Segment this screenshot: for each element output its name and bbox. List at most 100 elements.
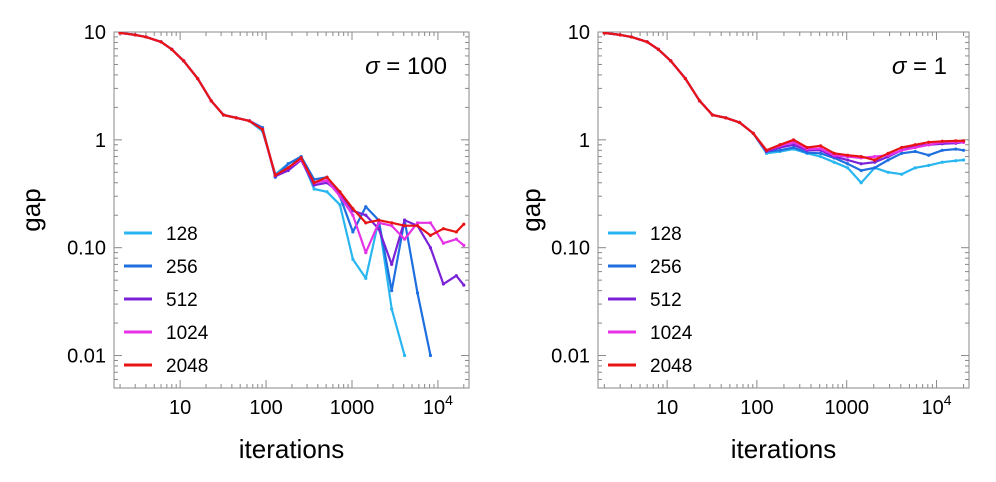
data-point-256 (791, 145, 796, 150)
y-tick-label: 10 (568, 22, 590, 44)
x-tick-label: 100 (249, 397, 282, 419)
data-point-1024 (819, 146, 823, 151)
data-point-2048 (846, 153, 850, 157)
data-point-2048 (234, 116, 238, 120)
x-tick-label: 10 (169, 397, 191, 419)
series-line-2048 (119, 32, 465, 237)
data-point-1024 (441, 241, 446, 245)
y-axis-title: gap (516, 188, 546, 231)
y-tick-label: 0.01 (67, 346, 106, 368)
legend-label-512: 512 (166, 290, 198, 311)
data-point-512 (454, 274, 458, 278)
x-tick-label: 1000 (824, 397, 869, 419)
data-point-2048 (403, 224, 407, 228)
data-point-2048 (629, 35, 633, 39)
data-point-128 (859, 181, 863, 185)
data-point-2048 (118, 32, 122, 35)
data-point-2048 (900, 145, 904, 150)
data-point-2048 (697, 99, 702, 103)
data-point-128 (954, 159, 958, 163)
data-point-2048 (886, 151, 890, 155)
data-point-2048 (764, 148, 769, 152)
legend-label-1024: 1024 (650, 323, 693, 344)
data-point-2048 (462, 222, 466, 226)
data-point-128 (403, 353, 407, 358)
data-point-256 (886, 158, 890, 162)
data-point-2048 (144, 35, 148, 39)
data-point-1024 (873, 154, 877, 159)
data-point-2048 (441, 227, 446, 231)
data-point-1024 (900, 148, 904, 152)
data-point-2048 (221, 113, 226, 117)
data-point-2048 (602, 32, 606, 35)
data-point-2048 (737, 120, 742, 125)
data-point-128 (351, 257, 355, 261)
data-point-2048 (940, 139, 944, 143)
data-point-256 (927, 153, 931, 157)
data-point-2048 (209, 99, 213, 103)
data-point-128 (961, 158, 966, 162)
x-tick-label: 104 (423, 392, 453, 419)
data-point-1024 (351, 213, 355, 217)
data-point-1024 (454, 237, 458, 241)
data-point-512 (859, 162, 863, 166)
x-tick-label: 104 (921, 392, 951, 419)
data-point-2048 (325, 175, 329, 179)
data-point-512 (403, 218, 407, 222)
x-tick-label: 1000 (330, 397, 375, 419)
data-point-1024 (415, 221, 420, 225)
data-point-256 (819, 151, 823, 155)
series-line-1024 (604, 32, 964, 159)
y-tick-label: 1 (95, 130, 106, 152)
data-point-256 (364, 205, 368, 209)
data-point-2048 (751, 131, 755, 135)
data-point-2048 (351, 207, 355, 211)
data-point-128 (325, 190, 329, 194)
data-point-2048 (710, 113, 715, 117)
data-point-2048 (778, 143, 782, 147)
data-point-2048 (273, 173, 277, 177)
data-point-128 (886, 170, 890, 174)
data-point-1024 (462, 243, 466, 248)
data-point-2048 (927, 140, 931, 144)
data-point-2048 (182, 59, 186, 63)
data-point-128 (819, 154, 823, 159)
series-group (602, 32, 966, 185)
data-point-256 (900, 151, 904, 155)
data-point-2048 (338, 190, 342, 194)
data-point-2048 (873, 158, 877, 162)
data-point-1024 (390, 224, 394, 228)
data-point-512 (462, 283, 466, 287)
sigma-annotation: σ = 1 (892, 53, 947, 80)
data-point-256 (778, 148, 782, 152)
data-point-1024 (364, 251, 368, 255)
data-point-1024 (428, 221, 433, 225)
series-group (118, 32, 466, 358)
data-point-1024 (403, 237, 407, 241)
data-point-2048 (196, 76, 200, 81)
data-point-256 (415, 291, 420, 295)
data-point-2048 (954, 139, 958, 143)
x-tick-label: 100 (740, 397, 773, 419)
data-point-512 (441, 282, 446, 286)
y-tick-label: 10 (84, 22, 106, 44)
legend-label-256: 256 (166, 257, 198, 278)
data-point-2048 (286, 166, 290, 170)
data-point-128 (832, 160, 836, 164)
data-point-256 (428, 353, 433, 358)
data-point-2048 (618, 33, 622, 37)
data-point-256 (940, 148, 944, 152)
data-point-2048 (683, 76, 688, 81)
data-point-512 (873, 160, 877, 164)
chart-sigma-1: 10 100 1000 104 10 1 0.10 0.01 iterations gap σ = … (516, 22, 970, 464)
y-tick-label: 0.10 (67, 238, 106, 260)
data-point-2048 (819, 144, 823, 148)
data-point-2048 (415, 224, 420, 228)
data-point-2048 (299, 156, 303, 160)
data-point-512 (286, 168, 290, 173)
x-axis-title: iterations (239, 434, 345, 464)
data-point-2048 (961, 139, 966, 143)
data-point-256 (846, 162, 850, 166)
data-point-256 (859, 168, 863, 173)
